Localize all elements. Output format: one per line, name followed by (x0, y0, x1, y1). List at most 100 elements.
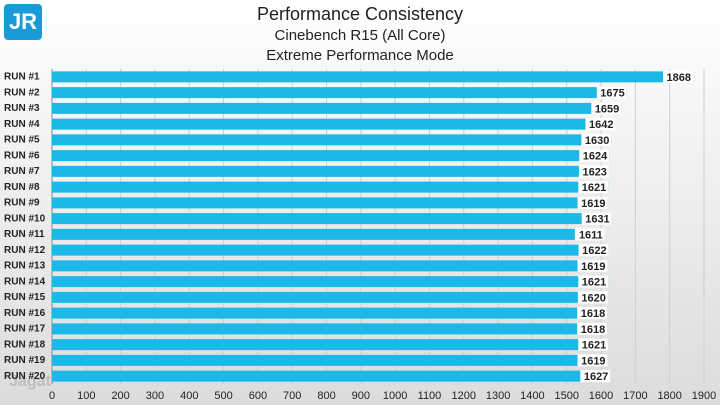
value-label: 1621 (582, 340, 606, 352)
value-label-box (578, 165, 609, 178)
value-label-box (577, 307, 608, 320)
value-label: 1622 (582, 245, 606, 257)
y-tick-label: RUN #9 (4, 198, 40, 209)
value-label-box (579, 149, 610, 162)
value-label: 1621 (582, 182, 606, 194)
logo-box (4, 4, 42, 40)
value-label-box (580, 370, 611, 383)
bar (52, 244, 609, 256)
value-label-box (577, 354, 608, 367)
y-tick-label: RUN #17 (4, 324, 46, 335)
value-label-box (578, 181, 609, 194)
bar (52, 87, 627, 99)
value-label-box (581, 212, 612, 225)
bar (52, 71, 694, 83)
x-tick-label: 800 (317, 390, 335, 402)
x-tick-label: 100 (77, 390, 95, 402)
chart-title: Performance Consistency (257, 4, 463, 24)
bar (52, 197, 608, 209)
value-label: 1659 (595, 103, 619, 115)
y-tick-label: RUN #4 (4, 119, 40, 130)
x-tick-label: 1400 (520, 390, 544, 402)
y-tick-label: RUN #20 (4, 371, 46, 382)
bar (52, 228, 605, 240)
y-tick-label: RUN #18 (4, 339, 46, 350)
value-label-box (596, 86, 627, 99)
x-tick-label: 400 (180, 390, 198, 402)
x-tick-label: 1900 (692, 390, 716, 402)
y-tick-label: RUN #6 (4, 150, 40, 161)
y-tick-label: RUN #15 (4, 292, 46, 303)
bar (52, 213, 612, 225)
y-tick-label: RUN #19 (4, 355, 46, 366)
value-label-box (585, 118, 616, 131)
value-label: 1611 (579, 229, 603, 241)
bar (52, 370, 611, 382)
bar (52, 260, 608, 272)
x-tick-label: 600 (249, 390, 267, 402)
value-label: 1868 (667, 72, 691, 84)
value-label: 1630 (585, 135, 609, 147)
bar (52, 276, 609, 288)
x-tick-label: 1200 (452, 390, 476, 402)
value-label-box (577, 322, 608, 335)
value-label-box (577, 196, 608, 209)
bar (52, 150, 610, 162)
value-label-box (578, 275, 609, 288)
value-label: 1618 (581, 324, 605, 336)
bar (52, 291, 608, 303)
value-label-box (591, 102, 622, 115)
x-tick-label: 300 (146, 390, 164, 402)
value-label: 1620 (581, 292, 605, 304)
watermark: Jagat (9, 373, 51, 390)
x-tick-label: 1100 (418, 390, 442, 402)
value-label-box (577, 259, 608, 272)
bar (52, 307, 608, 319)
x-tick-label: 500 (214, 390, 232, 402)
bar (52, 165, 609, 177)
y-tick-label: RUN #3 (4, 103, 40, 114)
value-label: 1618 (581, 308, 605, 320)
y-tick-label: RUN #2 (4, 87, 40, 98)
bar (52, 134, 612, 146)
bar (52, 102, 622, 114)
chart-subtitle: Extreme Performance Mode (266, 47, 454, 64)
value-label-box (578, 244, 609, 257)
value-label: 1619 (581, 198, 605, 210)
x-tick-label: 1700 (623, 390, 647, 402)
x-tick-label: 1500 (554, 390, 578, 402)
value-label: 1619 (581, 355, 605, 367)
value-label: 1631 (585, 214, 609, 226)
bar (52, 339, 609, 351)
y-tick-label: RUN #8 (4, 182, 40, 193)
value-label: 1621 (582, 277, 606, 289)
value-label-box (578, 338, 609, 351)
x-tick-label: 1000 (383, 390, 407, 402)
x-tick-label: 1600 (589, 390, 613, 402)
x-tick-label: 200 (111, 390, 129, 402)
y-tick-label: RUN #12 (4, 245, 46, 256)
value-label: 1675 (600, 88, 624, 100)
x-tick-label: 1800 (657, 390, 681, 402)
logo: JR (9, 9, 37, 34)
y-tick-label: RUN #1 (4, 72, 40, 83)
value-label-box (574, 228, 605, 241)
value-label: 1627 (584, 371, 608, 383)
y-tick-label: RUN #7 (4, 166, 40, 177)
bar (52, 323, 608, 335)
value-label-box (577, 291, 608, 304)
y-tick-label: RUN #10 (4, 213, 46, 224)
value-label-box (663, 70, 694, 83)
value-label: 1619 (581, 261, 605, 273)
value-label: 1642 (589, 119, 613, 131)
x-tick-label: 700 (283, 390, 301, 402)
y-tick-label: RUN #11 (4, 229, 45, 240)
x-tick-label: 900 (352, 390, 370, 402)
value-label: 1624 (583, 151, 608, 163)
x-tick-label: 1300 (486, 390, 510, 402)
x-tick-label: 0 (49, 390, 55, 402)
y-tick-label: RUN #16 (4, 308, 46, 319)
y-tick-label: RUN #5 (4, 135, 40, 146)
